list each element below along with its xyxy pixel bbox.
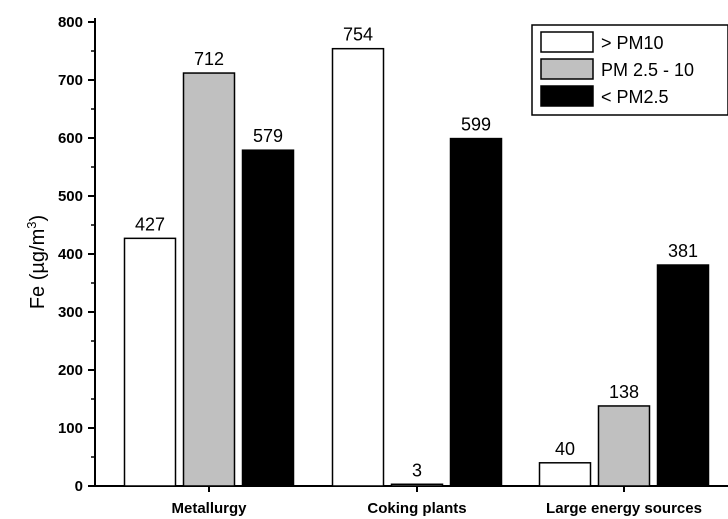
- bar-value-label: 599: [461, 115, 491, 135]
- y-tick-label: 600: [58, 130, 83, 147]
- legend-label: < PM2.5: [601, 87, 669, 107]
- y-tick-label: 700: [58, 72, 83, 89]
- bar: [123, 237, 177, 487]
- bar: [331, 47, 385, 487]
- legend-label: > PM10: [601, 33, 664, 53]
- bar: [538, 462, 592, 487]
- bar-value-label: 427: [135, 214, 165, 234]
- x-category-label: Coking plants: [367, 500, 466, 517]
- x-category-label: Metallurgy: [171, 500, 247, 517]
- y-tick-label: 200: [58, 362, 83, 379]
- bar-value-label: 40: [555, 439, 575, 459]
- y-axis-label: Fe (µg/m3): [24, 215, 49, 309]
- bar: [449, 137, 503, 487]
- y-axis: 0 100 200 300 400 500 600 700 800: [58, 14, 96, 495]
- legend-swatch: [540, 31, 594, 53]
- y-tick-label: 100: [58, 420, 83, 437]
- x-axis: Metallurgy Coking plants Large energy sour…: [95, 485, 728, 517]
- y-tick-label: 400: [58, 246, 83, 263]
- y-tick-label: 300: [58, 304, 83, 321]
- bar-value-label: 579: [253, 126, 283, 146]
- bar: [390, 483, 444, 487]
- y-tick-label: 0: [75, 478, 83, 495]
- bars: 427 712 579 754 3 599 40 138 381: [123, 25, 710, 487]
- y-tick-label: 500: [58, 188, 83, 205]
- bar: [241, 149, 295, 487]
- bar-value-label: 3: [412, 460, 422, 480]
- bar: [656, 264, 710, 487]
- y-tick-label: 800: [58, 14, 83, 31]
- y-axis-title: Fe (µg/m3): [24, 215, 49, 309]
- legend-label: PM 2.5 - 10: [601, 60, 694, 80]
- legend-swatch: [540, 85, 594, 107]
- legend-swatch: [540, 58, 594, 80]
- bar: [182, 72, 236, 487]
- bar-value-label: 712: [194, 49, 224, 69]
- bar-value-label: 138: [609, 382, 639, 402]
- bar-value-label: 754: [343, 25, 373, 45]
- bar: [597, 405, 651, 487]
- bar-value-label: 381: [668, 241, 698, 261]
- x-category-label: Large energy sources: [546, 500, 702, 517]
- legend: > PM10 PM 2.5 - 10 < PM2.5: [531, 24, 728, 116]
